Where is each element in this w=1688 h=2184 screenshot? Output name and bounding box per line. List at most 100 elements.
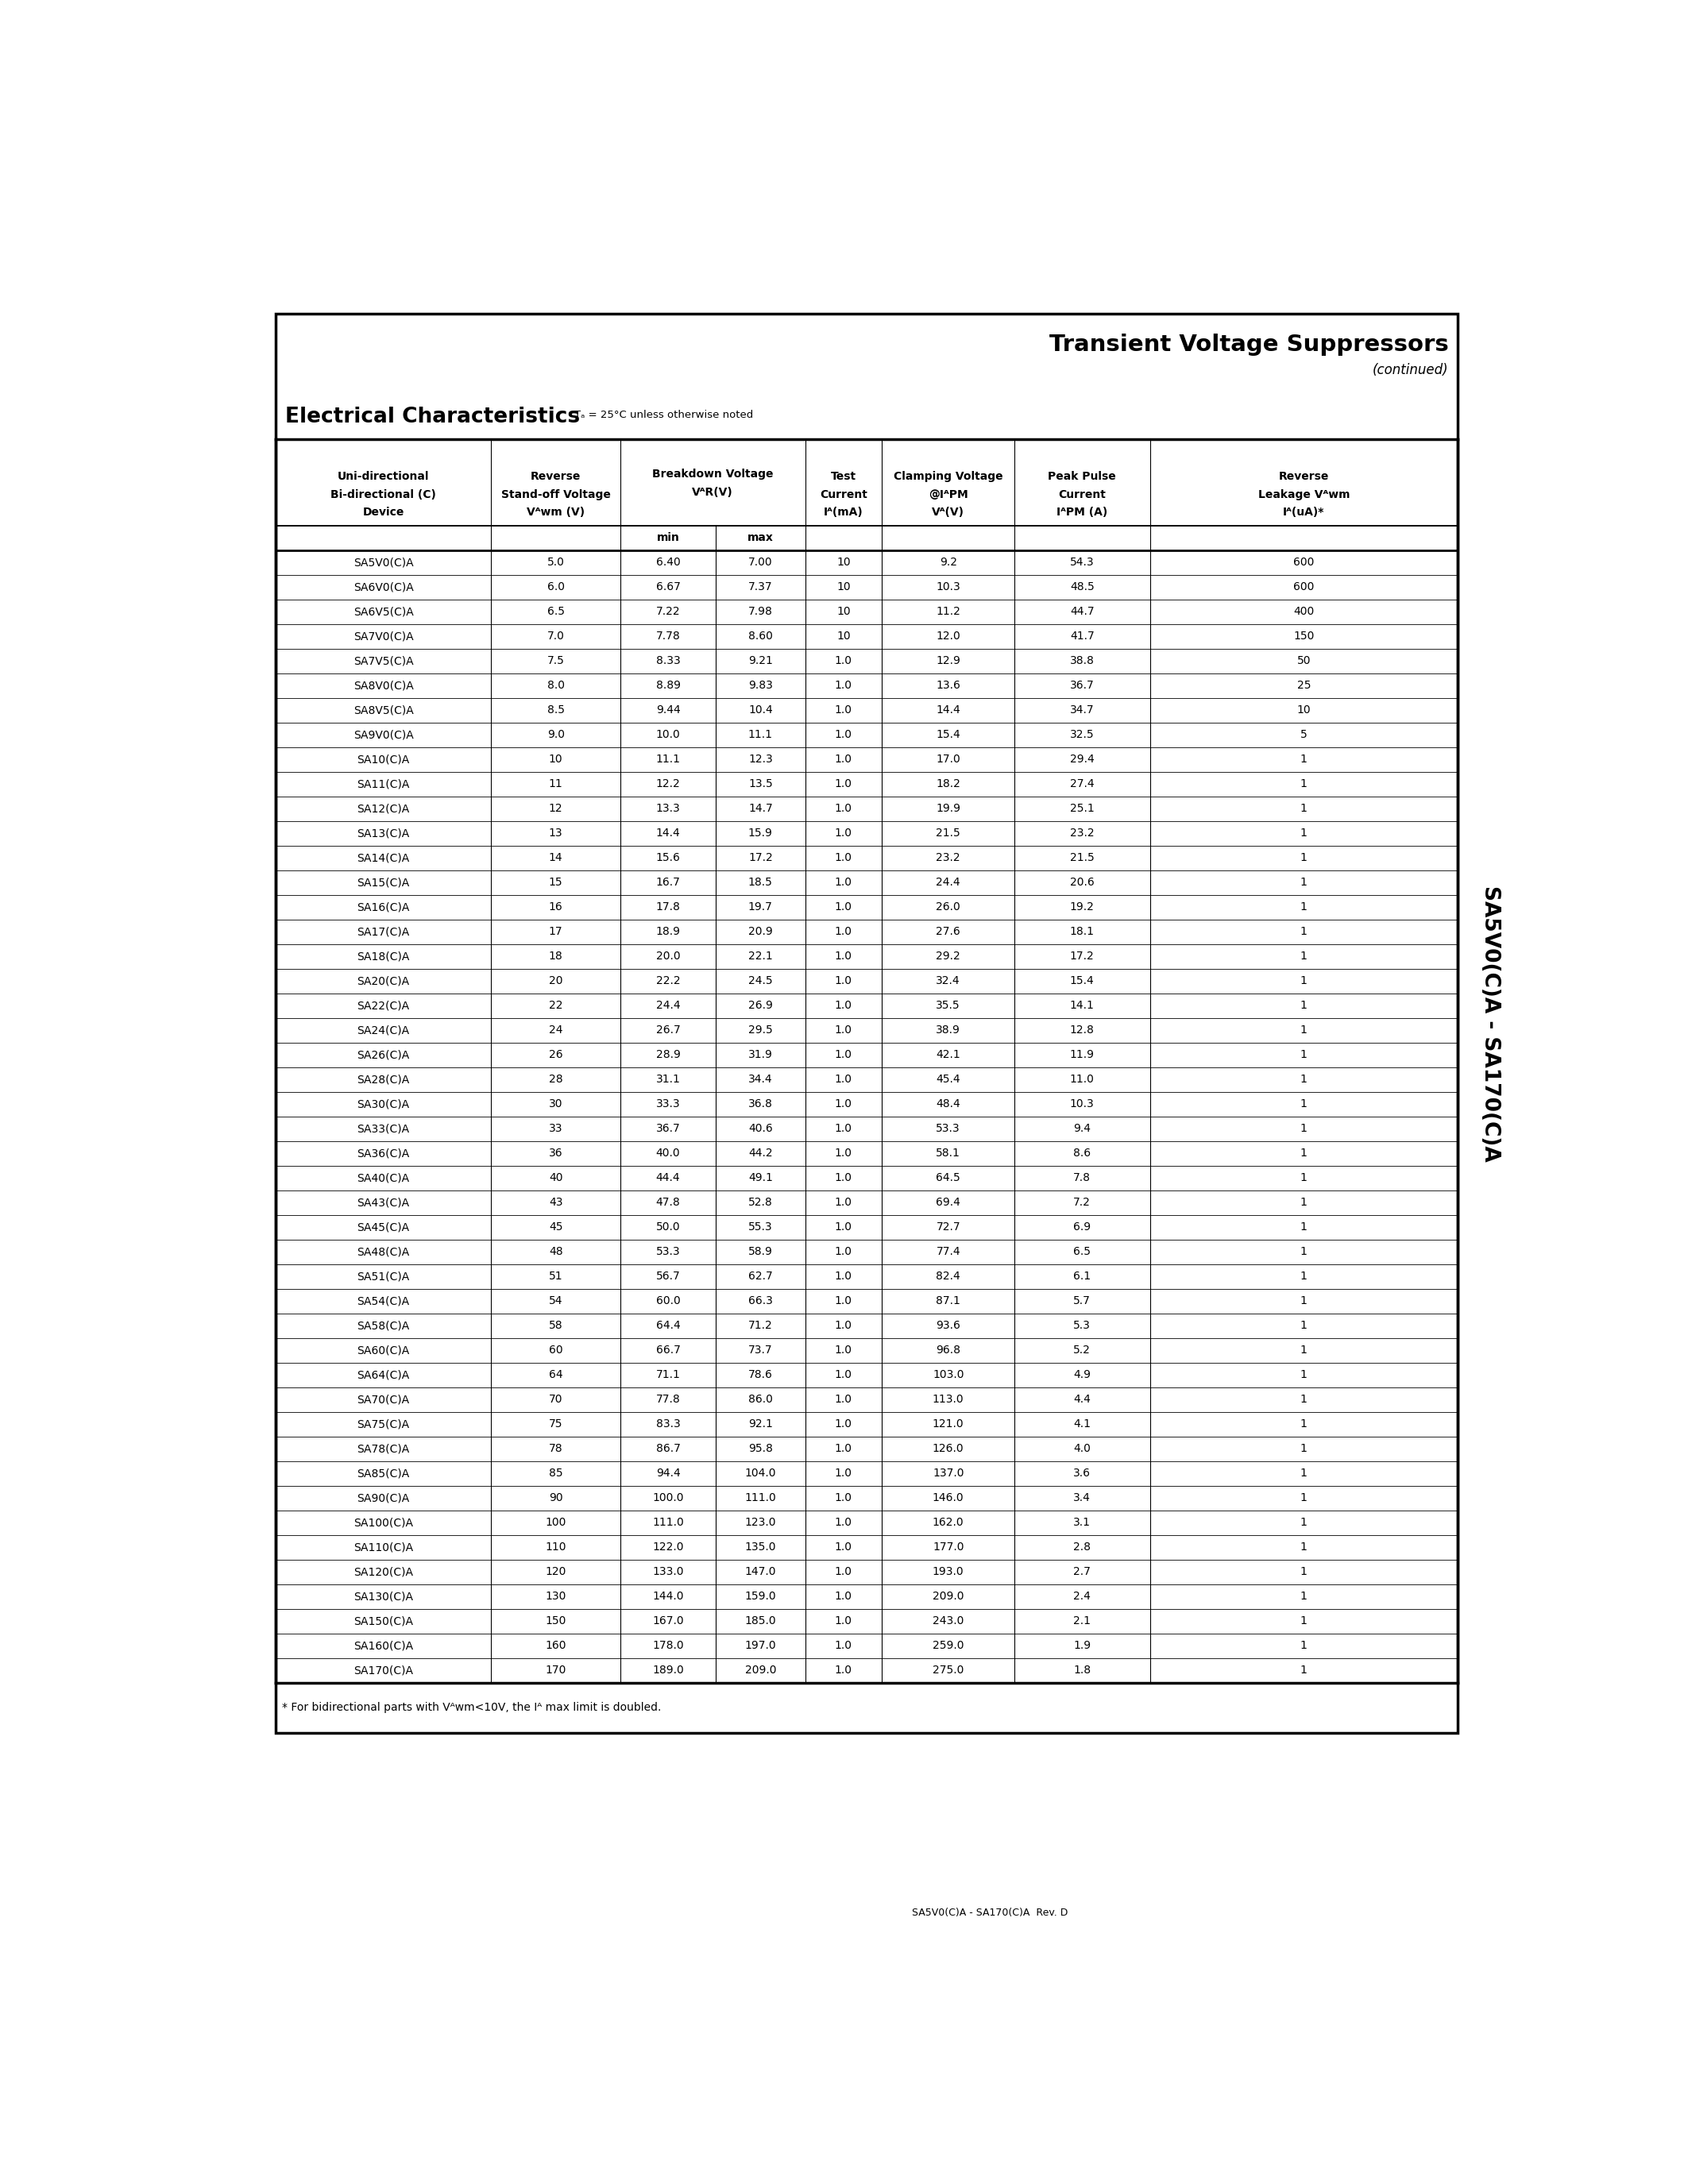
Text: 1: 1 xyxy=(1300,1075,1307,1085)
Text: 7.22: 7.22 xyxy=(657,607,680,618)
Text: 10: 10 xyxy=(549,753,562,764)
Text: 1.0: 1.0 xyxy=(836,1590,852,1603)
Text: 78: 78 xyxy=(549,1444,562,1455)
Text: 10.0: 10.0 xyxy=(657,729,680,740)
Text: 10: 10 xyxy=(1296,705,1310,716)
Text: SA64(C)A: SA64(C)A xyxy=(358,1369,410,1380)
Text: SA14(C)A: SA14(C)A xyxy=(358,852,410,863)
Text: Stand-off Voltage: Stand-off Voltage xyxy=(501,489,611,500)
Text: SA54(C)A: SA54(C)A xyxy=(358,1295,410,1306)
Text: 18: 18 xyxy=(549,950,562,961)
Text: 66.7: 66.7 xyxy=(657,1345,680,1356)
Text: 13.5: 13.5 xyxy=(748,778,773,791)
Text: 72.7: 72.7 xyxy=(937,1221,960,1232)
Text: 1.0: 1.0 xyxy=(836,655,852,666)
Text: 8.0: 8.0 xyxy=(547,679,564,690)
Text: 8.33: 8.33 xyxy=(657,655,680,666)
Text: 1.0: 1.0 xyxy=(836,778,852,791)
Text: 25.1: 25.1 xyxy=(1070,804,1094,815)
Text: 10: 10 xyxy=(837,557,851,568)
Text: 1: 1 xyxy=(1300,778,1307,791)
Text: 82.4: 82.4 xyxy=(935,1271,960,1282)
Text: 19.9: 19.9 xyxy=(935,804,960,815)
Text: 58.9: 58.9 xyxy=(748,1247,773,1258)
Text: Iᴬ(uA)*: Iᴬ(uA)* xyxy=(1283,507,1325,518)
Text: 48.4: 48.4 xyxy=(935,1099,960,1109)
Text: 137.0: 137.0 xyxy=(932,1468,964,1479)
Text: Device: Device xyxy=(363,507,403,518)
Text: 5.0: 5.0 xyxy=(547,557,564,568)
Text: 5.3: 5.3 xyxy=(1074,1319,1090,1332)
Text: 28: 28 xyxy=(549,1075,562,1085)
Text: 1: 1 xyxy=(1300,1664,1307,1675)
Text: 54.3: 54.3 xyxy=(1070,557,1094,568)
Text: SA36(C)A: SA36(C)A xyxy=(358,1149,410,1160)
Text: 30: 30 xyxy=(549,1099,562,1109)
Text: Uni-directional: Uni-directional xyxy=(338,472,429,483)
Text: 29.2: 29.2 xyxy=(935,950,960,961)
Text: 33: 33 xyxy=(549,1123,562,1133)
Text: 1.0: 1.0 xyxy=(836,1048,852,1061)
Text: 20: 20 xyxy=(549,976,562,987)
Text: 22: 22 xyxy=(549,1000,562,1011)
Text: SA26(C)A: SA26(C)A xyxy=(358,1048,410,1061)
Text: 31.9: 31.9 xyxy=(748,1048,773,1061)
Text: 24.4: 24.4 xyxy=(937,878,960,889)
Text: 40: 40 xyxy=(549,1173,562,1184)
Text: 18.9: 18.9 xyxy=(655,926,680,937)
Text: 66.3: 66.3 xyxy=(748,1295,773,1306)
Text: 52.8: 52.8 xyxy=(748,1197,773,1208)
Text: Current: Current xyxy=(1058,489,1106,500)
Text: 1.0: 1.0 xyxy=(836,1640,852,1651)
Text: SA43(C)A: SA43(C)A xyxy=(358,1197,410,1208)
Text: 1: 1 xyxy=(1300,804,1307,815)
Text: SA100(C)A: SA100(C)A xyxy=(353,1518,414,1529)
Text: 14.1: 14.1 xyxy=(1070,1000,1094,1011)
Text: 92.1: 92.1 xyxy=(748,1420,773,1431)
Text: 9.44: 9.44 xyxy=(657,705,680,716)
Text: 1: 1 xyxy=(1300,753,1307,764)
Text: 64.5: 64.5 xyxy=(935,1173,960,1184)
Text: 6.0: 6.0 xyxy=(547,581,564,592)
Text: 29.4: 29.4 xyxy=(1070,753,1094,764)
Text: 27.4: 27.4 xyxy=(1070,778,1094,791)
Text: 170: 170 xyxy=(545,1664,565,1675)
Text: 1.0: 1.0 xyxy=(836,852,852,863)
Text: 19.2: 19.2 xyxy=(1070,902,1094,913)
Text: 600: 600 xyxy=(1293,581,1315,592)
Text: 6.5: 6.5 xyxy=(1074,1247,1090,1258)
Text: 259.0: 259.0 xyxy=(932,1640,964,1651)
Text: 1: 1 xyxy=(1300,1640,1307,1651)
Text: 17.0: 17.0 xyxy=(935,753,960,764)
Text: Clamping Voltage: Clamping Voltage xyxy=(893,472,1003,483)
Text: 14.4: 14.4 xyxy=(657,828,680,839)
Text: 94.4: 94.4 xyxy=(657,1468,680,1479)
Text: SA10(C)A: SA10(C)A xyxy=(358,753,410,764)
Text: 13.6: 13.6 xyxy=(935,679,960,690)
Text: 11.0: 11.0 xyxy=(1070,1075,1094,1085)
Text: 96.8: 96.8 xyxy=(935,1345,960,1356)
Text: SA11(C)A: SA11(C)A xyxy=(358,778,410,791)
Text: 7.0: 7.0 xyxy=(547,631,564,642)
Text: SA15(C)A: SA15(C)A xyxy=(358,878,410,889)
Text: 23.2: 23.2 xyxy=(937,852,960,863)
Text: 1: 1 xyxy=(1300,1566,1307,1577)
Text: 1: 1 xyxy=(1300,1590,1307,1603)
Text: Electrical Characteristics: Electrical Characteristics xyxy=(285,406,579,428)
Text: 1.0: 1.0 xyxy=(836,1271,852,1282)
Text: 18.1: 18.1 xyxy=(1070,926,1094,937)
Text: 9.0: 9.0 xyxy=(547,729,564,740)
Text: 209.0: 209.0 xyxy=(744,1664,776,1675)
Text: 24: 24 xyxy=(549,1024,562,1035)
Text: 7.8: 7.8 xyxy=(1074,1173,1090,1184)
Text: SA85(C)A: SA85(C)A xyxy=(358,1468,410,1479)
Text: SA33(C)A: SA33(C)A xyxy=(358,1123,410,1133)
Text: 19.7: 19.7 xyxy=(748,902,773,913)
Text: 34.4: 34.4 xyxy=(748,1075,773,1085)
Text: 62.7: 62.7 xyxy=(748,1271,773,1282)
Text: 31.1: 31.1 xyxy=(657,1075,680,1085)
Text: 23.2: 23.2 xyxy=(1070,828,1094,839)
Text: 3.4: 3.4 xyxy=(1074,1492,1090,1503)
Text: 1: 1 xyxy=(1300,1048,1307,1061)
Text: @IᴬPM: @IᴬPM xyxy=(928,489,967,500)
